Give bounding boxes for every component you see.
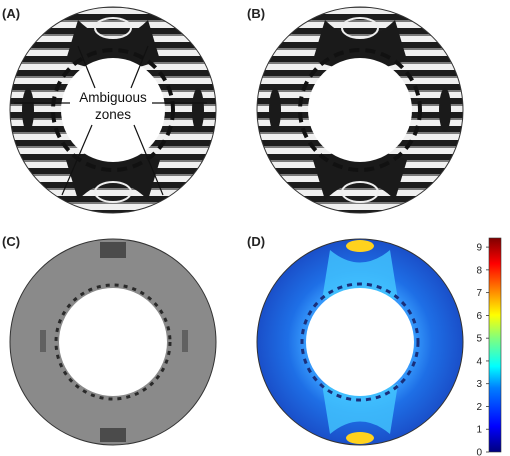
panel-c: (C) <box>2 234 217 446</box>
colorbar-tick-label: 4 <box>476 356 482 367</box>
annotation-line1: Ambiguous <box>79 90 147 105</box>
panel-a: Ambiguous zones (A) <box>2 6 217 214</box>
colorbar-tick-label: 9 <box>476 243 482 254</box>
panel-d: (D) <box>247 234 464 446</box>
panel-label-a: (A) <box>2 6 20 21</box>
colorbar-tick-label: 3 <box>476 379 482 390</box>
panel-label-d: (D) <box>247 234 265 249</box>
colorbar-tick-label: 1 <box>476 425 482 436</box>
colorbar-tick-label: 5 <box>476 334 482 345</box>
panel-b: (B) <box>247 6 464 214</box>
annotation-line2: zones <box>95 107 131 122</box>
colorbar: 0 1 2 3 4 5 6 7 8 9 <box>476 237 502 456</box>
panel-label-b: (B) <box>247 6 265 21</box>
colorbar-tick-label: 0 <box>476 448 482 456</box>
panel-label-c: (C) <box>2 234 20 249</box>
colorbar-tick-label: 2 <box>476 402 482 413</box>
colorbar-tick-label: 8 <box>476 265 482 276</box>
annotation-lines <box>14 45 207 196</box>
colorbar-tick-label: 6 <box>476 311 482 322</box>
colorbar-gradient <box>488 237 502 453</box>
colorbar-tick-label: 7 <box>476 288 482 299</box>
